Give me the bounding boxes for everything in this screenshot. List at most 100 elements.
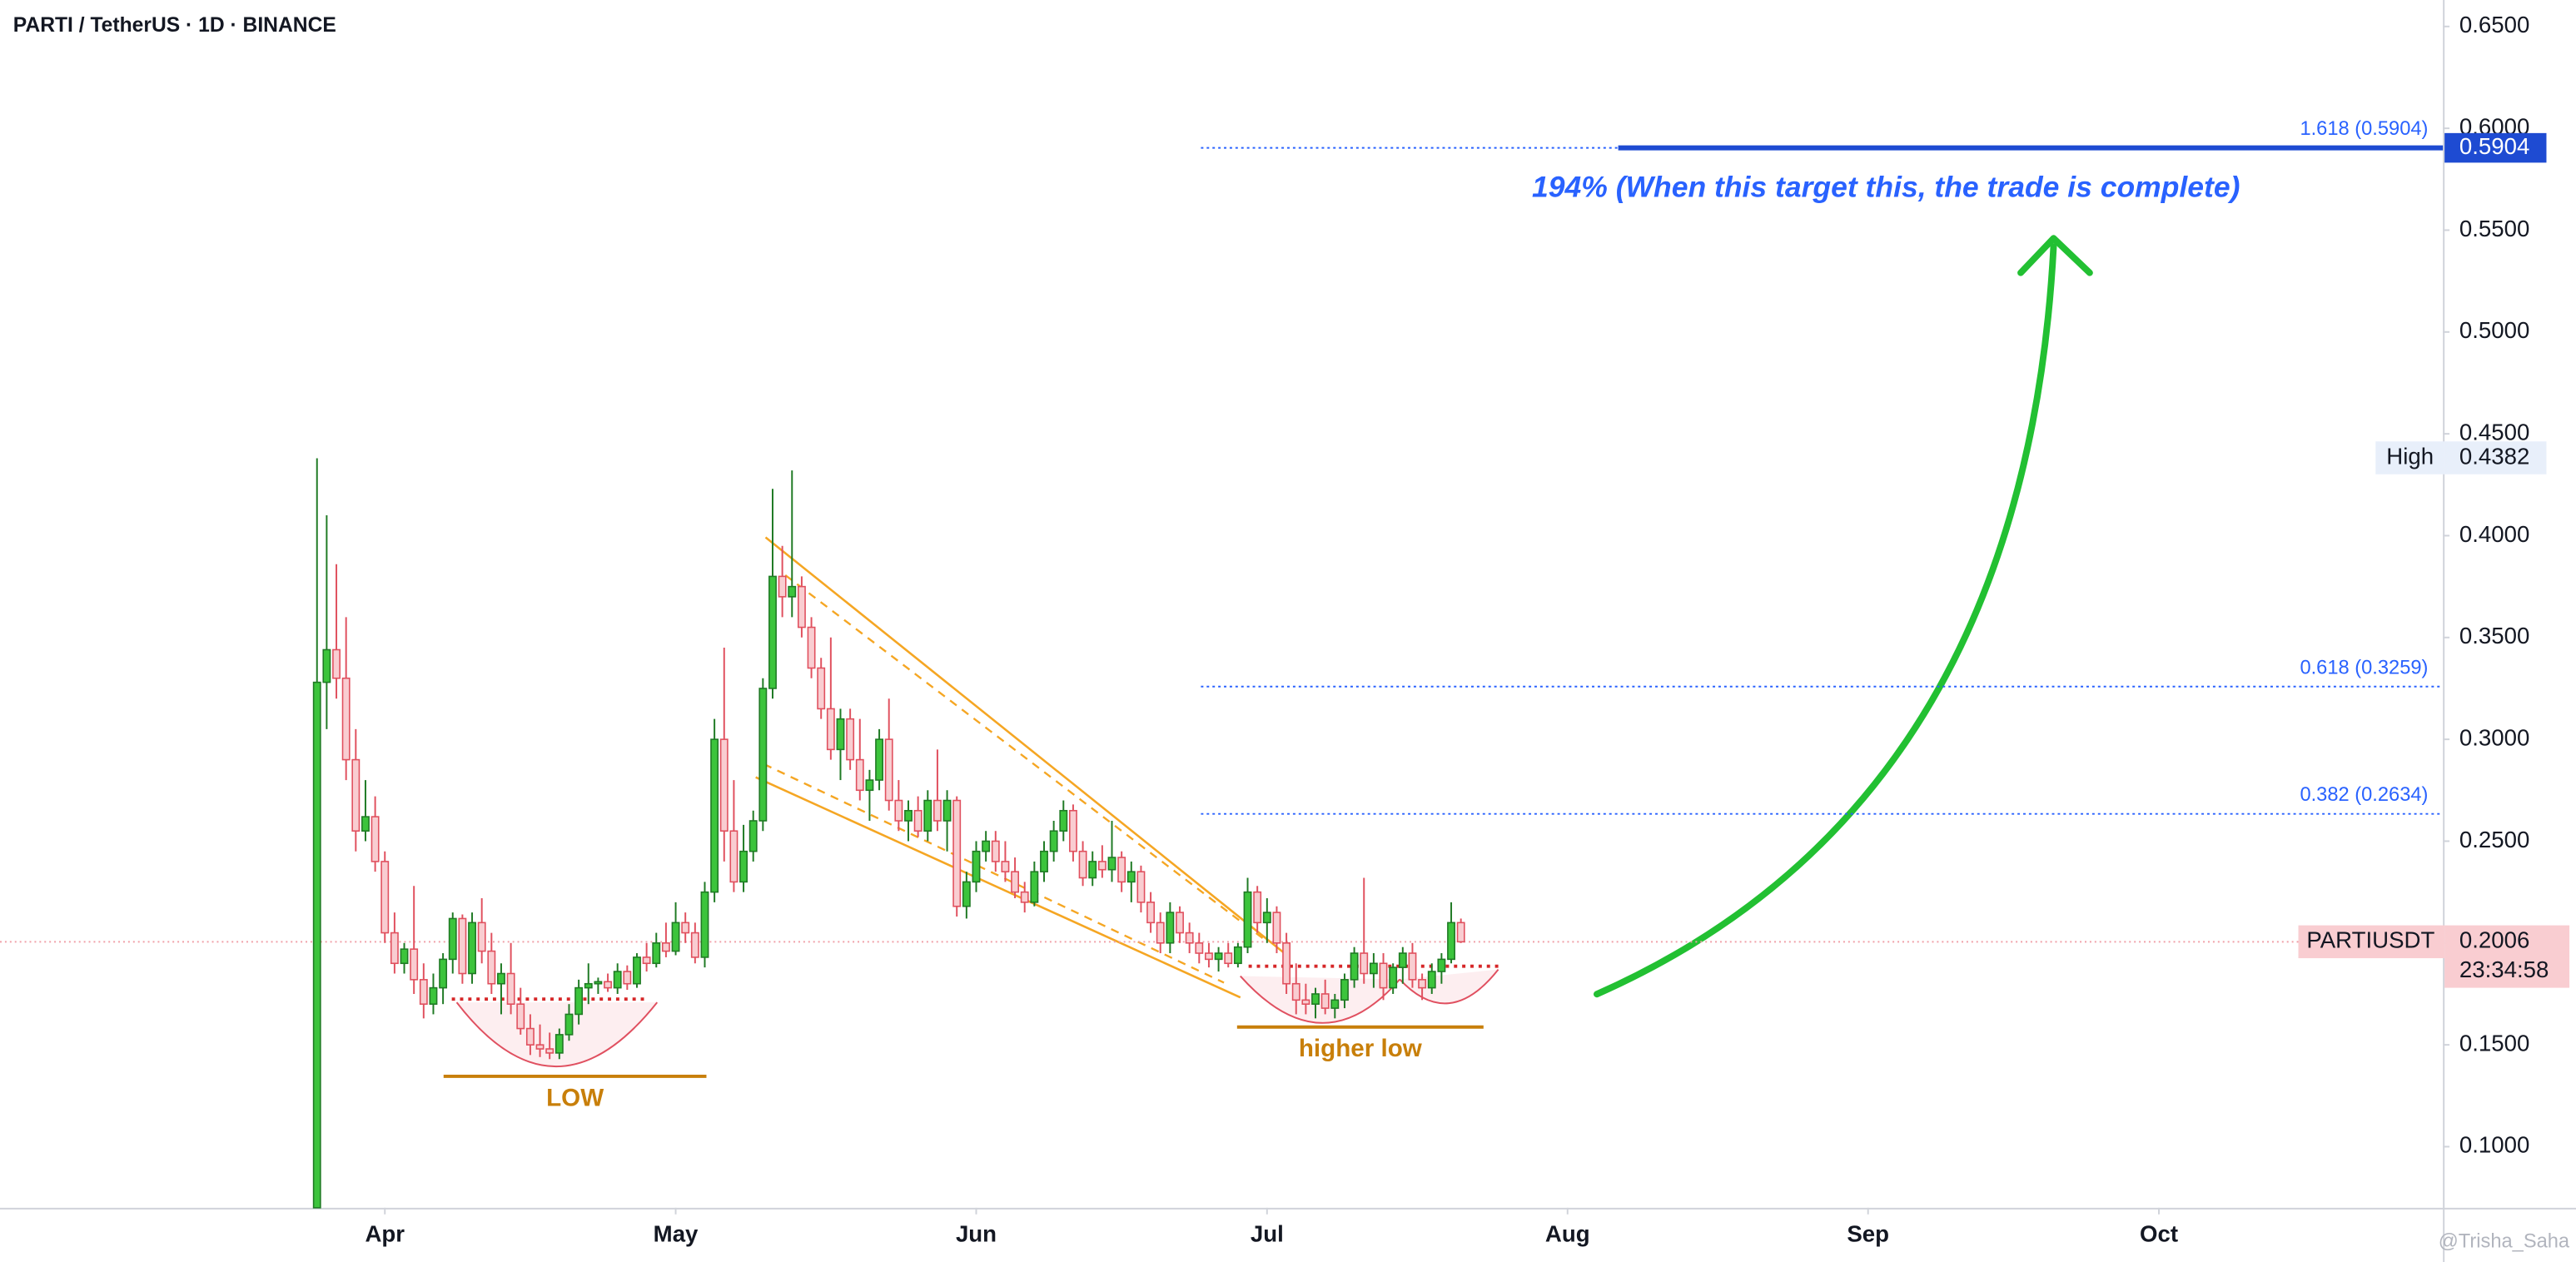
price-tag xyxy=(2444,132,2547,163)
candle-body xyxy=(1418,979,1427,989)
fib-label: 0.382 (0.2634) xyxy=(2300,784,2428,806)
candle-body xyxy=(633,956,641,985)
candle-body xyxy=(1185,932,1194,944)
x-tick-label: May xyxy=(654,1221,699,1247)
watermark: @Trisha_Saha xyxy=(2439,1231,2570,1253)
x-tick-label: Jul xyxy=(1251,1221,1284,1247)
candle-body xyxy=(1214,952,1223,961)
candle-body xyxy=(913,809,922,832)
candle-body xyxy=(778,575,787,598)
candle-body xyxy=(439,958,448,989)
candle-body xyxy=(594,981,603,985)
y-tick-label: 0.2500 xyxy=(2459,827,2529,852)
candle-body xyxy=(1301,999,1310,1005)
candle-body xyxy=(506,972,515,1005)
candle-body xyxy=(429,986,438,1005)
candle-body xyxy=(1001,861,1010,872)
drawings xyxy=(443,145,2444,1078)
trendline-dashed xyxy=(784,574,1266,942)
candle-body xyxy=(748,820,758,852)
candle-body xyxy=(1456,922,1465,943)
candle-body xyxy=(1146,902,1156,924)
candle-body xyxy=(710,738,719,893)
y-tick-label: 0.3000 xyxy=(2459,724,2529,750)
candle-body xyxy=(972,850,981,883)
candle-body xyxy=(1369,962,1378,975)
candle-body xyxy=(468,922,476,975)
candle-body xyxy=(448,917,457,961)
high-tag-name: High xyxy=(2386,443,2434,469)
candle-body xyxy=(1398,952,1407,968)
y-tick-label: 0.5000 xyxy=(2459,317,2529,343)
candle-body xyxy=(1360,952,1369,975)
candle-body xyxy=(1088,861,1097,879)
candle-body xyxy=(1427,971,1436,989)
candle-body xyxy=(962,881,971,907)
candle-body xyxy=(1126,871,1136,883)
y-tick-label: 0.4000 xyxy=(2459,521,2529,547)
trendline xyxy=(764,536,1287,956)
cup-curve xyxy=(1240,975,1400,1024)
y-tick-label: 0.5500 xyxy=(2459,216,2529,241)
candle-body xyxy=(923,799,932,832)
x-tick-label: Oct xyxy=(2140,1221,2178,1247)
candle-body xyxy=(1078,850,1087,879)
candle-body xyxy=(390,932,399,965)
candle-body xyxy=(875,738,884,781)
candle-body xyxy=(739,850,748,883)
candle-body xyxy=(671,922,680,952)
candle-body xyxy=(719,738,729,832)
candle-body xyxy=(410,948,419,981)
candle-body xyxy=(525,1027,535,1046)
candle-body xyxy=(554,1034,564,1054)
candle-body xyxy=(1408,952,1417,981)
arrow-head xyxy=(2017,235,2093,276)
high-tag-label: 0.4382 xyxy=(2459,443,2529,469)
candle-body xyxy=(729,830,738,883)
x-tick-label: Apr xyxy=(365,1221,405,1247)
candle-body xyxy=(1340,979,1349,1001)
chart-title: PARTI / TetherUS · 1D · BINANCE xyxy=(13,14,336,37)
annotation: LOW xyxy=(546,1084,604,1111)
candle-body xyxy=(1262,912,1271,924)
candle-body xyxy=(419,979,428,1005)
candle-body xyxy=(1330,999,1340,1009)
arrow xyxy=(1594,243,2057,998)
candle-body xyxy=(361,816,370,832)
candle-body xyxy=(458,917,467,975)
candle-body xyxy=(1049,830,1058,852)
candle-body xyxy=(700,891,709,958)
y-tick-label: 0.4500 xyxy=(2459,419,2529,445)
candle-body xyxy=(1117,857,1126,883)
candle-body xyxy=(768,575,777,689)
fib-label: 1.618 (0.5904) xyxy=(2300,118,2428,140)
x-tick-label: Aug xyxy=(1545,1221,1590,1247)
trendline xyxy=(755,776,1241,999)
candle-body xyxy=(991,840,1000,862)
high-tag xyxy=(2444,441,2547,474)
candle-body xyxy=(1350,952,1359,981)
candle-body xyxy=(535,1044,545,1050)
candle-body xyxy=(1320,993,1330,1009)
candle-body xyxy=(1195,942,1204,954)
annotation: higher low xyxy=(1299,1035,1423,1062)
y-tick-label: 0.1000 xyxy=(2459,1132,2529,1158)
candle-body xyxy=(623,971,632,985)
candle-body xyxy=(1040,850,1048,872)
candle-body xyxy=(807,626,816,669)
candle-body xyxy=(652,942,661,965)
candle-body xyxy=(932,799,942,822)
candle-body xyxy=(1176,912,1184,934)
candle-body xyxy=(884,738,893,802)
candle-body xyxy=(545,1048,554,1054)
symbol-tag-bg xyxy=(2298,925,2445,959)
candle-body xyxy=(817,667,826,710)
candle-body xyxy=(1156,922,1165,944)
symbol-tag: PARTIUSDT xyxy=(2306,927,2434,953)
candle-body xyxy=(312,681,321,1209)
candle-body xyxy=(894,799,903,822)
candle-body xyxy=(351,758,361,832)
candle-body xyxy=(1311,993,1320,1005)
candle-body xyxy=(332,648,341,679)
